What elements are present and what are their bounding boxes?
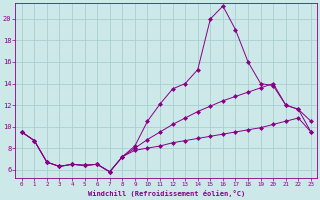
- X-axis label: Windchill (Refroidissement éolien,°C): Windchill (Refroidissement éolien,°C): [88, 190, 245, 197]
